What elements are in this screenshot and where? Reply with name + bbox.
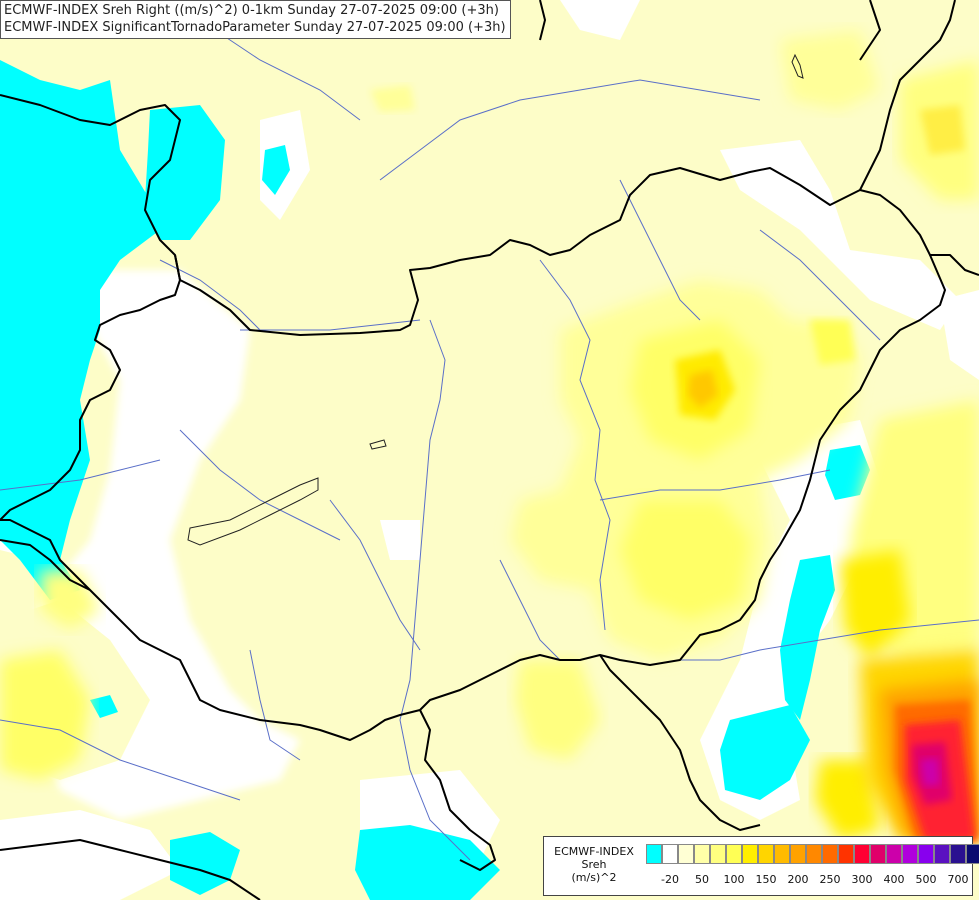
legend-swatch	[646, 844, 662, 864]
legend-tick-label: 500	[915, 873, 937, 886]
legend-line-3: (m/s)^2	[571, 871, 617, 884]
sreh-maximum-se	[860, 650, 979, 840]
colorbar-legend: ECMWF-INDEX Sreh (m/s)^2 -20 50 100 150 200 2…	[543, 836, 979, 896]
legend-tick-label: 400	[883, 873, 905, 886]
legend-swatch	[854, 844, 870, 864]
legend-swatch	[950, 844, 966, 864]
legend-swatch	[934, 844, 950, 864]
cyan-sreh-areas	[0, 60, 870, 900]
legend-title: ECMWF-INDEX Sreh (m/s)^2	[546, 845, 642, 884]
legend-swatch	[806, 844, 822, 864]
legend-swatch	[662, 844, 678, 864]
legend-tick-label: 700	[947, 873, 969, 886]
legend-swatch	[886, 844, 902, 864]
legend-tick-label: 150	[755, 873, 777, 886]
legend-swatch	[710, 844, 726, 864]
legend-swatch	[678, 844, 694, 864]
legend-swatch	[726, 844, 742, 864]
title-line-1: ECMWF-INDEX Sreh Right ((m/s)^2) 0-1km S…	[4, 3, 499, 18]
legend-line-2: Sreh	[581, 858, 607, 871]
yellow-sreh-areas	[0, 30, 979, 840]
legend-swatch	[822, 844, 838, 864]
title-box: ECMWF-INDEX Sreh Right ((m/s)^2) 0-1km S…	[0, 0, 511, 39]
legend-swatch	[694, 844, 710, 864]
legend-tick-label: -20	[661, 873, 679, 886]
small-lake-outline	[791, 53, 804, 79]
legend-swatch	[902, 844, 918, 864]
legend-tick-label: 300	[851, 873, 873, 886]
legend-line-1: ECMWF-INDEX	[554, 845, 634, 858]
legend-tick-label: 200	[787, 873, 809, 886]
legend-swatch	[870, 844, 886, 864]
legend-tick-label: 50	[695, 873, 709, 886]
legend-swatch	[966, 844, 979, 864]
legend-swatch	[774, 844, 790, 864]
legend-swatch	[742, 844, 758, 864]
legend-swatch	[758, 844, 774, 864]
legend-swatch	[838, 844, 854, 864]
title-line-2: ECMWF-INDEX SignificantTornadoParameter …	[4, 20, 506, 35]
rivers	[0, 19, 979, 861]
lake-outline	[187, 477, 319, 546]
small-lake-outline	[369, 439, 387, 450]
legend-swatch	[790, 844, 806, 864]
legend-tick-label: 250	[819, 873, 841, 886]
legend-tick-label: 100	[723, 873, 745, 886]
legend-swatch	[918, 844, 934, 864]
